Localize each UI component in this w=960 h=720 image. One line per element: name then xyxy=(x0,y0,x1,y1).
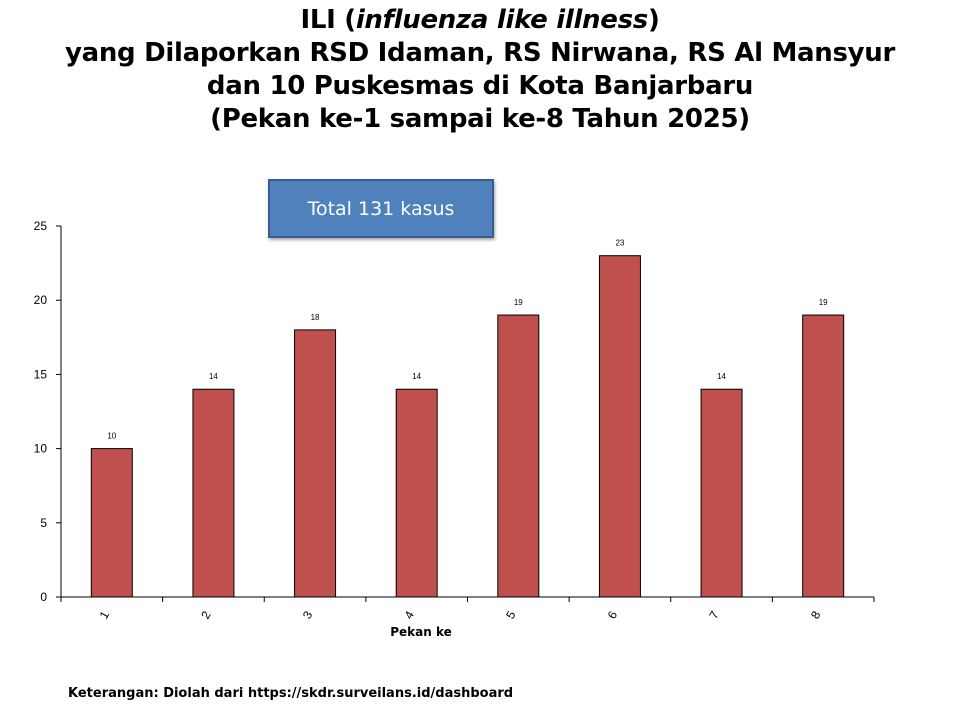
data-label: 14 xyxy=(209,372,218,381)
bar xyxy=(598,255,641,598)
bar xyxy=(294,329,337,598)
data-label: 19 xyxy=(514,298,523,307)
total-cases-box: Total 131 kasus xyxy=(268,179,494,238)
bar xyxy=(700,388,743,598)
x-axis-title: Pekan ke xyxy=(390,625,452,639)
x-tick-label: 4 xyxy=(401,608,417,621)
bar xyxy=(497,314,540,598)
data-label: 14 xyxy=(717,372,726,381)
footnote: Keterangan: Diolah dari https://skdr.sur… xyxy=(68,686,514,701)
data-label: 14 xyxy=(412,372,421,381)
data-label: 18 xyxy=(311,313,320,322)
bar xyxy=(90,448,133,598)
x-tick-label: 7 xyxy=(706,608,722,621)
y-tick-label: 15 xyxy=(34,367,48,381)
x-tick-label: 5 xyxy=(503,608,519,621)
y-tick-label: 25 xyxy=(34,219,48,233)
data-label: 10 xyxy=(107,432,116,441)
y-tick-label: 0 xyxy=(40,590,47,604)
y-tick-label: 10 xyxy=(34,442,48,456)
total-cases-label: Total 131 kasus xyxy=(307,197,455,220)
bar xyxy=(192,388,235,598)
title-line-1: ILI (influenza like illness) xyxy=(300,5,660,35)
y-tick-label: 20 xyxy=(34,293,48,307)
x-tick-label: 1 xyxy=(97,608,113,621)
bar xyxy=(395,388,438,598)
y-tick-label: 5 xyxy=(40,516,47,530)
title-line-2: yang Dilaporkan RSD Idaman, RS Nirwana, … xyxy=(64,38,896,68)
title-line-3: dan 10 Puskesmas di Kota Banjarbaru xyxy=(206,71,754,101)
x-tick-label: 3 xyxy=(300,608,316,621)
title-line-4: (Pekan ke-1 sampai ke-8 Tahun 2025) xyxy=(210,104,750,134)
data-label: 23 xyxy=(615,239,624,248)
data-label: 19 xyxy=(819,298,828,307)
chart-title: ILI (influenza like illness) yang Dilapo… xyxy=(0,4,960,136)
x-tick-label: 2 xyxy=(198,608,214,621)
x-tick-label: 8 xyxy=(808,608,824,621)
x-tick-label: 6 xyxy=(605,608,621,621)
bar xyxy=(802,314,845,598)
